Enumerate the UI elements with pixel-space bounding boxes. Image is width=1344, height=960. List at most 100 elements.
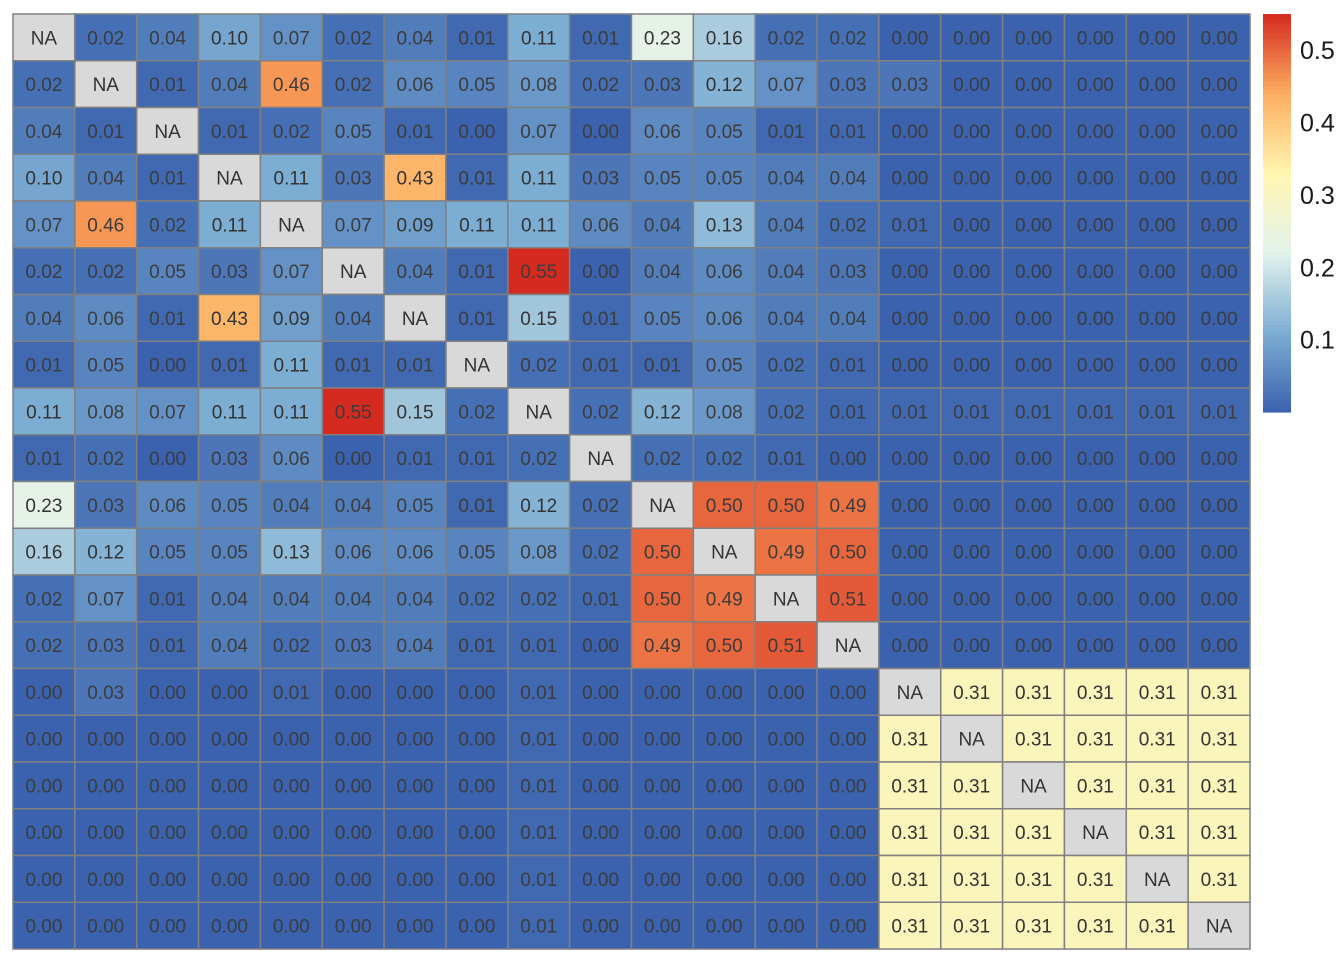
heatmap-cell: 0.00	[259, 761, 323, 810]
heatmap-cell-label: 0.00	[1015, 356, 1052, 377]
heatmap-cell: 0.06	[692, 247, 756, 296]
heatmap-cell: 0.00	[1125, 527, 1189, 576]
heatmap-cell-rect	[568, 714, 633, 763]
heatmap-cell: 0.00	[878, 434, 942, 483]
heatmap-cell-label: 0.02	[87, 262, 124, 283]
heatmap-cell-rect	[1125, 200, 1189, 249]
heatmap-cell-label: 0.31	[953, 823, 990, 844]
heatmap-cell-rect	[259, 340, 323, 389]
heatmap-cell: 0.06	[135, 480, 200, 529]
heatmap-cell-label: 0.55	[520, 262, 557, 283]
legend-color-step	[1263, 45, 1291, 51]
heatmap-cell: NA	[1125, 854, 1189, 903]
heatmap-cell-label: NA	[1206, 917, 1233, 938]
heatmap-cell-label: 0.04	[397, 636, 434, 657]
heatmap-cell: 0.05	[692, 106, 756, 155]
heatmap-cell-label: 0.51	[768, 636, 805, 657]
heatmap-cell: 0.03	[321, 621, 385, 670]
heatmap-cell: 0.01	[630, 340, 695, 389]
heatmap-cell-label: 0.05	[706, 122, 743, 143]
heatmap-cell-label: 0.01	[829, 356, 866, 377]
heatmap-cell-label: 0.00	[582, 636, 619, 657]
heatmap-cell-label: 0.00	[768, 823, 805, 844]
heatmap-cell: 0.00	[1063, 574, 1128, 623]
legend-color-step	[1263, 197, 1291, 202]
heatmap-cell: 0.01	[507, 808, 571, 857]
heatmap-cell-label: 0.11	[274, 402, 310, 423]
heatmap-cell-rect	[12, 434, 76, 483]
heatmap-cell-rect	[135, 340, 200, 389]
legend-color-step	[1263, 284, 1291, 290]
heatmap-cell-rect	[940, 60, 1004, 109]
heatmap-cell: 0.06	[630, 106, 695, 155]
heatmap-cell-rect	[507, 901, 571, 950]
legend-color-step	[1263, 113, 1291, 119]
heatmap-cell-label: 0.00	[397, 823, 434, 844]
heatmap-cell: 0.00	[135, 854, 200, 903]
heatmap-cell-label: 0.00	[1201, 356, 1238, 377]
legend-color-step	[1263, 41, 1291, 47]
heatmap-cell-rect	[507, 808, 571, 857]
legend-color-step	[1263, 324, 1291, 330]
heatmap-cell: 0.03	[197, 247, 262, 296]
heatmap-cell: 0.00	[754, 667, 818, 716]
heatmap-cell-rect	[568, 106, 633, 155]
heatmap-cell: 0.31	[878, 901, 942, 950]
heatmap-cell-label: 0.01	[149, 589, 186, 610]
heatmap-cell-label: 0.03	[829, 75, 866, 96]
heatmap-cell: NA	[259, 200, 323, 249]
heatmap-cell-label: NA	[278, 215, 305, 236]
heatmap-cell-label: 0.04	[397, 589, 434, 610]
heatmap-cell-label: 0.00	[1201, 75, 1238, 96]
legend-color-step	[1263, 292, 1291, 298]
heatmap-cell-rect	[630, 808, 695, 857]
heatmap-cell: 0.02	[74, 434, 138, 483]
heatmap-cell-rect	[135, 293, 200, 342]
heatmap-cell-label: 0.01	[211, 356, 248, 377]
heatmap-cell: 0.31	[878, 761, 942, 810]
heatmap-cell-label: 0.00	[1077, 636, 1114, 657]
heatmap-cell-label: 0.00	[149, 870, 186, 891]
heatmap-cell-label: 0.00	[25, 683, 62, 704]
heatmap-cell-rect	[74, 60, 138, 109]
heatmap-cell: 0.50	[630, 574, 695, 623]
heatmap-cell-label: 0.08	[520, 75, 557, 96]
legend-color-step	[1263, 129, 1291, 134]
legend-color-step	[1263, 316, 1291, 322]
heatmap-cell: 0.00	[630, 808, 695, 857]
heatmap-cell: 0.00	[1063, 434, 1128, 483]
heatmap-cell: 0.00	[12, 808, 76, 857]
heatmap-cell-label: 0.05	[149, 543, 186, 564]
heatmap-cell-label: 0.05	[644, 309, 681, 330]
heatmap-cell-label: 0.00	[891, 262, 928, 283]
heatmap-cell-label: 0.15	[520, 309, 557, 330]
heatmap-cell: 0.00	[754, 854, 818, 903]
heatmap-cell: 0.49	[754, 527, 818, 576]
heatmap-cell-label: 0.00	[211, 683, 248, 704]
heatmap-cell-rect	[1063, 200, 1128, 249]
heatmap-cell-rect	[74, 854, 138, 903]
heatmap-cell: 0.01	[816, 387, 880, 436]
heatmap-cell: NA	[754, 574, 818, 623]
heatmap-cell: 0.00	[940, 153, 1004, 202]
heatmap-cell: 0.55	[321, 387, 385, 436]
heatmap-cell-rect	[383, 574, 447, 623]
heatmap-cell: 0.02	[507, 434, 571, 483]
heatmap-cell-label: 0.01	[520, 776, 557, 797]
legend-color-step	[1263, 376, 1291, 381]
heatmap-cell: 0.00	[74, 761, 138, 810]
heatmap-cell-label: 0.01	[582, 589, 619, 610]
heatmap-cell-label: 0.00	[953, 449, 990, 470]
heatmap-cell-label: 0.01	[149, 169, 186, 190]
heatmap-cell-label: 0.00	[25, 917, 62, 938]
legend-color-step	[1263, 352, 1291, 357]
heatmap-cell: 0.11	[197, 200, 262, 249]
heatmap-cell-rect	[74, 527, 138, 576]
heatmap-cell-label: 0.00	[768, 870, 805, 891]
heatmap-cell-rect	[1001, 340, 1066, 389]
heatmap-cell-label: 0.00	[87, 870, 124, 891]
heatmap-cell: 0.04	[754, 153, 818, 202]
heatmap-cell: 0.00	[940, 340, 1004, 389]
legend-color-step	[1263, 272, 1291, 278]
heatmap-cell: 0.01	[197, 106, 262, 155]
